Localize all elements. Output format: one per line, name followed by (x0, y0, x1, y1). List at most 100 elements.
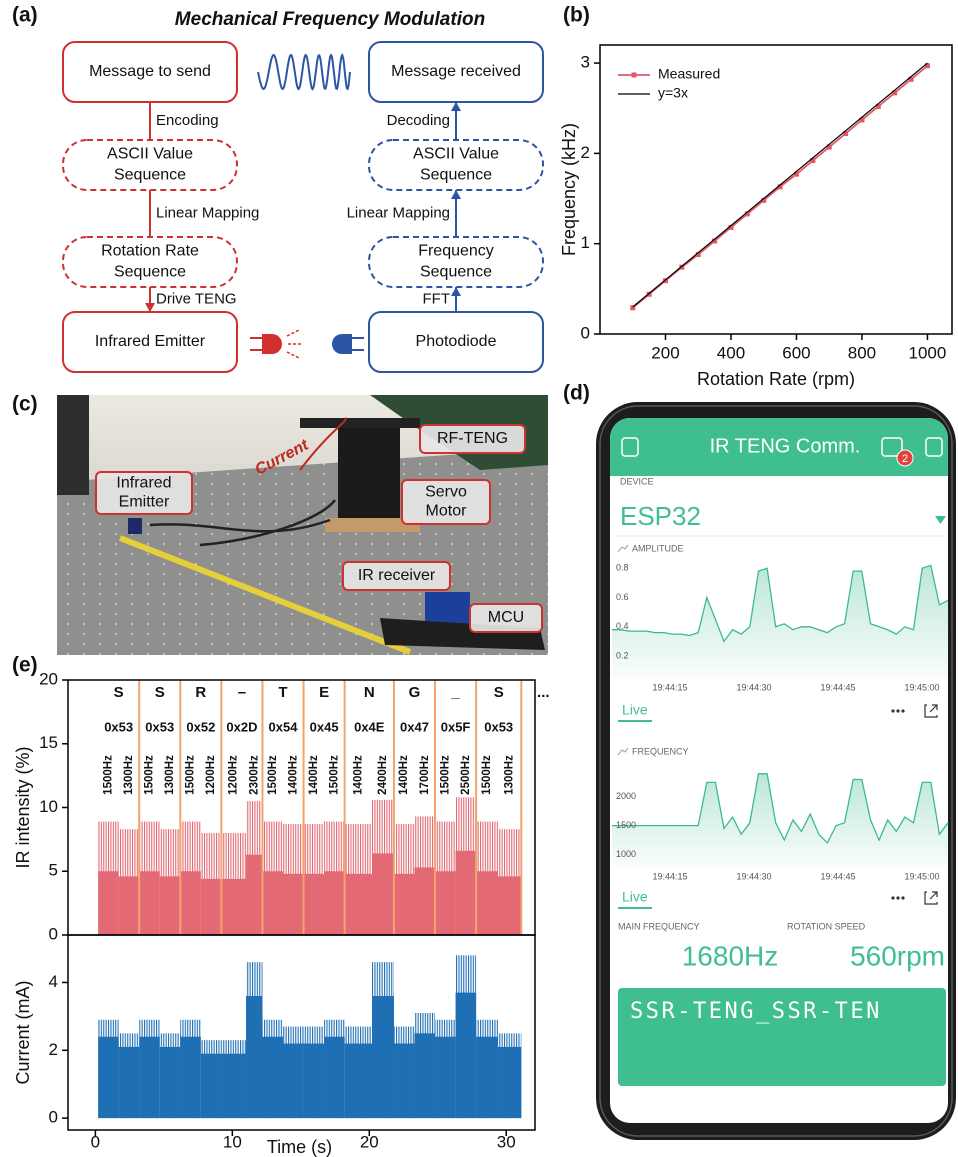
node-label: Message received (391, 63, 521, 80)
arrowhead (451, 102, 461, 111)
more-icon (901, 896, 904, 899)
x-tick-label: 200 (651, 343, 679, 362)
signal-base (476, 1037, 498, 1118)
y-tick-label: 2 (49, 1040, 58, 1059)
signal-base (221, 1054, 246, 1118)
frequency-label: 1500Hz (481, 755, 493, 795)
more-icon (891, 896, 894, 899)
arrowhead (451, 287, 461, 296)
node-label-line: ASCII Value (107, 146, 193, 163)
signal-base (246, 996, 262, 1118)
hex-code: 0x2D (226, 719, 257, 734)
photo-label-line: Servo (425, 484, 467, 501)
edge-label: Encoding (156, 112, 219, 129)
node-label-line: Message received (391, 63, 521, 80)
frequency-label: 1500Hz (102, 755, 114, 795)
hex-code: 0x53 (484, 719, 513, 734)
y-tick-label: 0 (49, 924, 58, 943)
arrowhead (451, 190, 461, 199)
signal-base (262, 1037, 283, 1118)
ellipsis: ... (537, 684, 550, 701)
signal-base (180, 871, 201, 935)
figure: (a) (b) (c) (d) (e) Mechanical Frequency… (0, 0, 958, 1157)
frequency-label: 1300Hz (123, 755, 135, 795)
frequency-label: 1400Hz (352, 755, 364, 795)
more-icon (896, 709, 899, 712)
frequency-label: 1500Hz (144, 755, 156, 795)
signal-base (160, 1047, 181, 1118)
node-label-line: Message to send (89, 63, 211, 80)
node-label-line: Photodiode (416, 333, 497, 350)
x-axis-label: Rotation Rate (rpm) (697, 369, 855, 389)
hex-code: 0x5F (441, 719, 471, 734)
signal-base (372, 853, 394, 935)
hex-code: 0x53 (145, 719, 174, 734)
servo (338, 428, 400, 523)
rotation-speed: 560rpm (850, 940, 945, 971)
main-frequency-label: MAIN FREQUENCY (618, 921, 700, 931)
node-label-line: Frequency (418, 243, 494, 260)
x-tick-label: 0 (91, 1132, 100, 1151)
hex-code: 0x4E (354, 719, 385, 734)
time-label: 19:44:30 (736, 682, 771, 692)
hex-code: 0x52 (186, 719, 215, 734)
y-axis-label: Frequency (kHz) (559, 123, 579, 256)
time-label: 19:44:15 (652, 871, 687, 881)
photo-label: IR receiver (358, 567, 436, 584)
chart-title: AMPLITUDE (632, 543, 684, 553)
platform (300, 418, 420, 428)
signal-base (246, 855, 262, 935)
signal-base (476, 871, 498, 935)
y-axis-label: IR intensity (%) (13, 746, 33, 868)
symbol: S (155, 684, 165, 701)
y-tick-label: 1 (581, 233, 590, 252)
x-tick-label: 400 (717, 343, 745, 362)
photo-label-line: MCU (488, 609, 524, 626)
more-icon (901, 709, 904, 712)
signal-base (283, 874, 304, 935)
photodiode-leads (352, 338, 364, 350)
frequency-label: 1300Hz (504, 755, 516, 795)
photo-label: RF-TENG (437, 430, 508, 447)
signal-base (498, 876, 521, 935)
emitter (128, 518, 142, 534)
node-label: Photodiode (416, 333, 497, 350)
chart-title: FREQUENCY (632, 746, 689, 756)
x-tick-label: 1000 (909, 343, 947, 362)
y-axis-label: Current (mA) (13, 980, 33, 1084)
rotation-speed-label: ROTATION SPEED (787, 921, 866, 931)
signal-base (498, 1047, 521, 1118)
badge-count: 2 (902, 453, 908, 465)
frequency-label: 1300Hz (164, 755, 176, 795)
signal-base (372, 996, 394, 1118)
photodiode-icon (332, 334, 352, 354)
device-name: ESP32 (620, 501, 701, 531)
frequency-label: 1400Hz (308, 755, 320, 795)
time-label: 19:45:00 (904, 682, 939, 692)
y-tick-label: 0 (49, 1108, 58, 1127)
led-rays (287, 330, 301, 358)
frequency-label: 1700Hz (419, 755, 431, 795)
signal-base (221, 879, 246, 935)
frequency-label: 2300Hz (248, 755, 260, 795)
y-tick-label: 2 (581, 143, 590, 162)
y-tick-label: 4 (49, 972, 58, 991)
edge-label: Decoding (387, 112, 450, 129)
y-tick-label: 1000 (616, 849, 636, 859)
frequency-label: 1500Hz (185, 755, 197, 795)
signal-base (456, 993, 477, 1118)
signal-base (201, 1054, 222, 1118)
photo-label-line: IR receiver (358, 567, 436, 584)
signal-base (304, 874, 325, 935)
signal-base (304, 1044, 325, 1119)
signal-base (345, 1044, 372, 1119)
y-tick-label: 10 (39, 797, 58, 816)
hex-code: 0x47 (400, 719, 429, 734)
main-frequency: 1680Hz (682, 940, 779, 971)
panel-label: (d) (563, 382, 590, 405)
signal-base (98, 871, 119, 935)
symbol: G (409, 684, 421, 701)
node-label-line: Sequence (114, 167, 186, 184)
signal-base (394, 874, 415, 935)
terminal-text: SSR-TENG_SSR-TEN (630, 999, 882, 1024)
